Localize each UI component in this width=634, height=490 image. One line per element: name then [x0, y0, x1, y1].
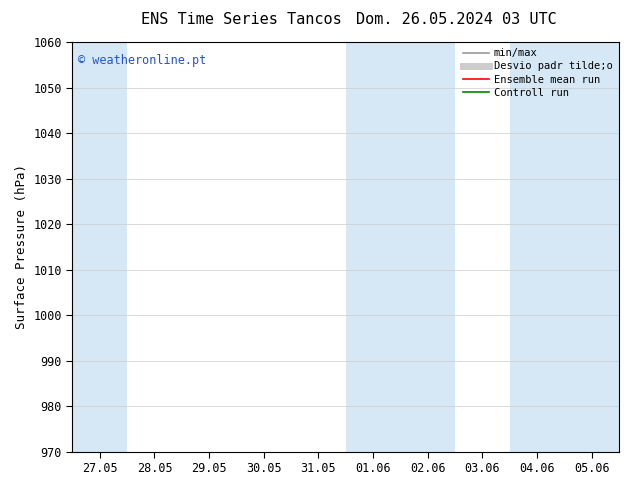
Bar	[510, 42, 619, 452]
Y-axis label: Surface Pressure (hPa): Surface Pressure (hPa)	[15, 164, 28, 329]
Text: Dom. 26.05.2024 03 UTC: Dom. 26.05.2024 03 UTC	[356, 12, 557, 27]
Bar	[72, 42, 127, 452]
Text: ENS Time Series Tancos: ENS Time Series Tancos	[141, 12, 341, 27]
Text: © weatheronline.pt: © weatheronline.pt	[78, 54, 206, 67]
Bar	[346, 42, 455, 452]
Legend: min/max, Desvio padr tilde;o, Ensemble mean run, Controll run: min/max, Desvio padr tilde;o, Ensemble m…	[458, 44, 617, 102]
